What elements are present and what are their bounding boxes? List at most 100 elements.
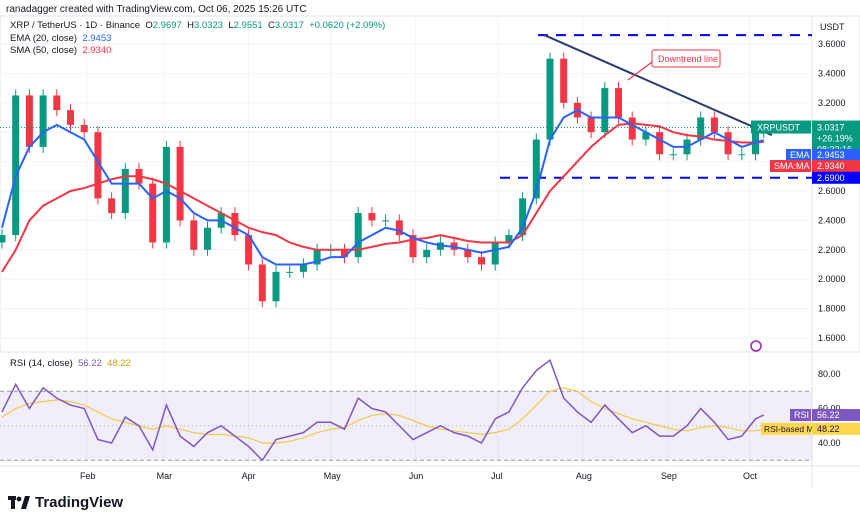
change-value: +0.0620 (+2.09%) [309,20,386,31]
rsi-ma-tag-value: 48.22 [817,424,840,434]
high-label: H [187,20,194,31]
logo-text: TradingView [35,494,124,511]
tradingview-logo-icon [8,495,30,509]
rsi-ma-value: 48.22 [107,358,131,369]
symbol-legend: XRP / TetherUS · 1D · Binance O2.9697 H3… [10,20,385,58]
time-tick-label: Oct [743,471,758,481]
candle [697,117,705,140]
price-tick-label: 3.6000 [818,39,846,49]
ema-line [1,109,764,266]
candle [94,132,102,199]
symbol-tag-text: XRPUSDT [757,123,801,133]
sma-tag-value-bg [812,160,860,172]
rsi-tag-value-bg [812,409,860,422]
rsi-tag-label-bg [790,409,811,422]
candle [108,198,116,214]
candle [615,88,622,118]
price-tag-change: +26.19% [817,134,853,144]
candle [601,88,609,133]
sma-tag-label: SMA:MA [774,161,810,171]
candle [80,124,88,133]
ema-tag-label: EMA [790,150,810,160]
candle [423,249,431,258]
candle [505,235,513,243]
sma-tag-label-bg [770,160,811,172]
close-label: C [267,20,275,31]
candle [286,271,294,273]
candle [464,249,472,258]
open-value: 2.9697 [152,20,182,31]
candle [176,146,184,221]
credit-text: ranadagger created with TradingView.com,… [6,4,307,15]
annotation-arrow [627,61,653,81]
rsi-ma-tag-label: RSI-based MA [764,424,820,434]
rsi-ma-tag-bg [761,422,811,435]
candle [231,213,239,236]
candle [313,249,321,265]
candle [738,154,746,156]
candle [67,110,74,125]
price-tag-price: 3.0317 [817,123,845,133]
ema-tag-value-bg [812,149,860,161]
rsi-tick-label: 80.00 [818,369,841,379]
rsi-label[interactable]: RSI (14, close) [10,358,73,369]
ema-tag-label-bg [786,149,811,161]
candle [382,220,390,222]
candle [587,117,595,133]
candle [149,183,157,243]
downtrend-line [544,34,773,137]
candle [710,117,718,133]
time-tick-label: Aug [576,471,592,481]
sma-line [1,122,764,273]
sma-value: 2.9340 [82,45,112,56]
candle [724,132,732,155]
rsi-ma-line [1,387,764,444]
candle [299,264,307,272]
high-value: 3.0323 [193,20,224,31]
support-tag-text: 2.6900 [817,173,845,183]
candle [245,235,253,265]
price-tick-label: 1.6000 [818,333,846,343]
sma-label[interactable]: SMA (50, close) [10,45,78,56]
sma-tag-value: 2.9340 [817,161,845,171]
time-tick-label: Jul [491,471,503,481]
candle [53,95,61,111]
tradingview-logo[interactable]: TradingView [8,494,123,511]
price-tick-label: 3.4000 [818,68,846,78]
price-tick-label: 2.4000 [818,215,846,225]
candle [25,95,33,147]
time-tick-label: Apr [242,471,256,481]
support-tag [812,171,860,184]
candle [39,95,47,147]
candle [0,235,6,243]
ema-label[interactable]: EMA (20, close) [10,32,78,44]
ema-value: 2.9453 [82,32,112,44]
close-value: 3.0317 [274,20,304,31]
symbol-tag [751,120,811,134]
rsi-value: 56.22 [78,358,102,369]
rsi-legend: RSI (14, close) 56.22 48.22 [10,358,131,369]
candle [409,235,417,258]
price-tick-label: 1.8000 [818,304,846,314]
candle [395,220,403,236]
time-tick-label: Feb [80,471,96,481]
ema-tag-value: 2.9453 [817,150,845,160]
time-tick-label: Mar [157,471,173,481]
candle [519,198,527,236]
rsi-tick-label: 60.00 [818,404,841,414]
candle [258,264,266,302]
candle [628,117,636,140]
candle [12,95,20,236]
price-tick-label: 2.0000 [818,274,846,284]
price-tick-label: 3.2000 [818,98,846,108]
symbol-name[interactable]: XRP / TetherUS · 1D · Binance [10,20,141,31]
candle [204,227,211,250]
candle [669,154,677,156]
candle [491,242,499,265]
rsi-ma-value-bg [812,422,860,435]
event-icon [750,340,762,352]
candle [272,271,280,302]
candle [546,58,554,140]
